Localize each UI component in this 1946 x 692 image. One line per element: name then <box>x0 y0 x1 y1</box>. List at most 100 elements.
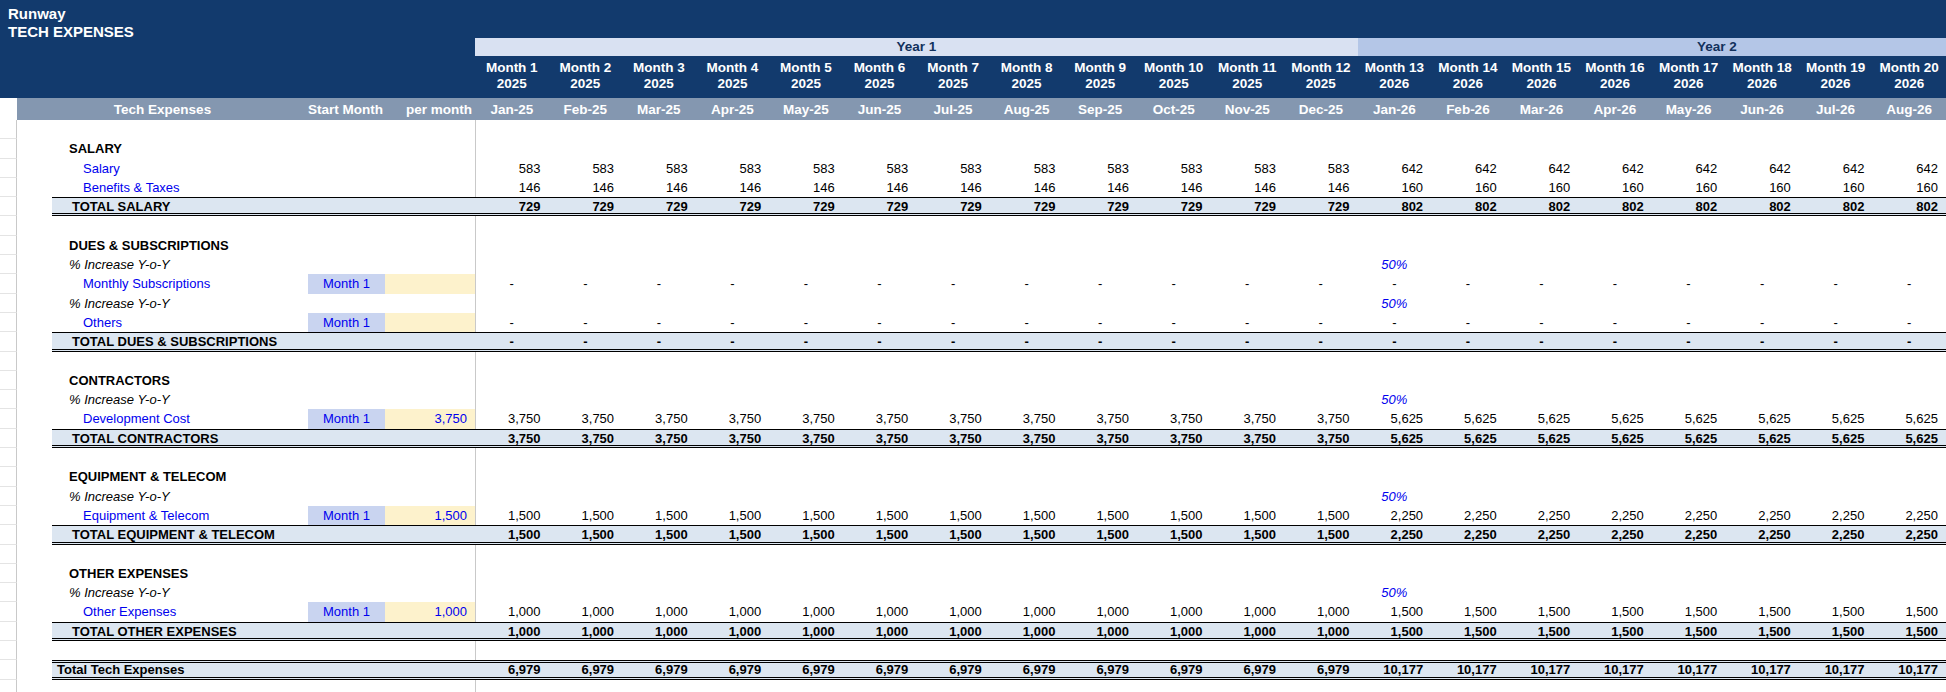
value-cell[interactable]: 3,750 <box>769 409 843 428</box>
value-cell[interactable]: 3,750 <box>475 429 549 448</box>
value-cell[interactable]: 1,000 <box>843 622 917 641</box>
start-month-input-cell[interactable]: Month 1 <box>308 274 385 293</box>
value-cell[interactable]: - <box>990 274 1064 293</box>
value-cell[interactable]: 2,250 <box>1725 506 1799 525</box>
value-cell[interactable]: - <box>916 274 990 293</box>
value-cell[interactable]: - <box>1358 332 1432 351</box>
value-cell[interactable]: - <box>843 313 917 332</box>
value-cell[interactable]: 3,750 <box>549 429 623 448</box>
value-cell[interactable]: 146 <box>990 178 1064 197</box>
row-label-cell[interactable]: Benefits & Taxes <box>17 178 308 197</box>
value-cell[interactable]: 10,177 <box>1872 660 1946 679</box>
start-month-input-cell[interactable]: Month 1 <box>308 313 385 332</box>
row-label-cell[interactable]: EQUIPMENT & TELECOM <box>17 467 308 486</box>
value-cell[interactable]: - <box>1872 332 1946 351</box>
value-cell[interactable]: 6,979 <box>475 660 549 679</box>
value-cell[interactable]: 642 <box>1358 159 1432 178</box>
value-cell[interactable]: 5,625 <box>1505 409 1579 428</box>
row-label-cell[interactable]: TOTAL EQUIPMENT & TELECOM <box>17 525 308 544</box>
value-cell[interactable]: - <box>1431 274 1505 293</box>
value-cell[interactable]: - <box>1210 274 1284 293</box>
value-cell[interactable]: 50% <box>1358 583 1432 602</box>
value-cell[interactable]: - <box>622 313 696 332</box>
value-cell[interactable]: 6,979 <box>843 660 917 679</box>
value-cell[interactable]: 160 <box>1431 178 1505 197</box>
value-cell[interactable]: 729 <box>1210 197 1284 216</box>
value-cell[interactable]: 6,979 <box>1284 660 1358 679</box>
value-cell[interactable]: 2,250 <box>1652 506 1726 525</box>
value-cell[interactable]: 729 <box>990 197 1064 216</box>
value-cell[interactable]: 50% <box>1358 255 1432 274</box>
value-cell[interactable]: - <box>1578 313 1652 332</box>
value-cell[interactable]: - <box>622 274 696 293</box>
value-cell[interactable]: 1,000 <box>475 602 549 621</box>
value-cell[interactable]: 1,000 <box>1210 622 1284 641</box>
per-month-input-cell[interactable] <box>385 274 475 293</box>
value-cell[interactable]: 5,625 <box>1799 429 1873 448</box>
row-label-cell[interactable]: Equipment & Telecom <box>17 506 308 525</box>
value-cell[interactable]: 146 <box>549 178 623 197</box>
value-cell[interactable]: - <box>1137 313 1211 332</box>
row-label-cell[interactable]: % Increase Y-o-Y <box>17 487 308 506</box>
value-cell[interactable]: - <box>1431 313 1505 332</box>
value-cell[interactable]: 1,500 <box>1284 506 1358 525</box>
value-cell[interactable]: 2,250 <box>1725 525 1799 544</box>
value-cell[interactable]: 1,500 <box>1725 602 1799 621</box>
value-cell[interactable]: 1,000 <box>622 602 696 621</box>
value-cell[interactable]: - <box>1063 274 1137 293</box>
value-cell[interactable]: 1,500 <box>1872 602 1946 621</box>
value-cell[interactable]: 10,177 <box>1578 660 1652 679</box>
value-cell[interactable]: 1,500 <box>696 506 770 525</box>
row-label-cell[interactable]: Salary <box>17 159 308 178</box>
value-cell[interactable]: 146 <box>1284 178 1358 197</box>
value-cell[interactable]: 6,979 <box>1137 660 1211 679</box>
value-cell[interactable]: 1,500 <box>1063 506 1137 525</box>
value-cell[interactable]: 5,625 <box>1431 409 1505 428</box>
value-cell[interactable]: 729 <box>622 197 696 216</box>
value-cell[interactable]: - <box>1578 332 1652 351</box>
value-cell[interactable]: 1,500 <box>1358 622 1432 641</box>
row-label-cell[interactable]: % Increase Y-o-Y <box>17 255 308 274</box>
value-cell[interactable]: 160 <box>1358 178 1432 197</box>
value-cell[interactable]: 1,500 <box>1799 622 1873 641</box>
value-cell[interactable]: 1,500 <box>475 506 549 525</box>
value-cell[interactable]: 802 <box>1799 197 1873 216</box>
value-cell[interactable]: 5,625 <box>1431 429 1505 448</box>
value-cell[interactable]: 1,000 <box>769 622 843 641</box>
start-month-input-cell[interactable]: Month 1 <box>308 506 385 525</box>
value-cell[interactable]: 1,500 <box>1578 622 1652 641</box>
value-cell[interactable]: 802 <box>1358 197 1432 216</box>
value-cell[interactable]: 3,750 <box>1137 409 1211 428</box>
value-cell[interactable]: 10,177 <box>1431 660 1505 679</box>
value-cell[interactable]: 1,500 <box>1063 525 1137 544</box>
value-cell[interactable]: 1,500 <box>990 506 1064 525</box>
value-cell[interactable]: 1,500 <box>549 506 623 525</box>
value-cell[interactable]: 1,500 <box>916 525 990 544</box>
value-cell[interactable]: 146 <box>696 178 770 197</box>
value-cell[interactable]: 1,500 <box>1431 602 1505 621</box>
value-cell[interactable]: - <box>1652 313 1726 332</box>
value-cell[interactable]: - <box>1652 332 1726 351</box>
value-cell[interactable]: 802 <box>1431 197 1505 216</box>
row-label-cell[interactable]: % Increase Y-o-Y <box>17 390 308 409</box>
value-cell[interactable]: 6,979 <box>1063 660 1137 679</box>
value-cell[interactable]: 583 <box>843 159 917 178</box>
value-cell[interactable]: 729 <box>843 197 917 216</box>
value-cell[interactable]: 146 <box>1063 178 1137 197</box>
value-cell[interactable]: - <box>549 313 623 332</box>
value-cell[interactable]: 1,500 <box>1505 622 1579 641</box>
value-cell[interactable]: - <box>990 313 1064 332</box>
value-cell[interactable]: 1,000 <box>769 602 843 621</box>
value-cell[interactable]: 5,625 <box>1578 429 1652 448</box>
value-cell[interactable]: 1,500 <box>1578 602 1652 621</box>
value-cell[interactable]: 3,750 <box>769 429 843 448</box>
value-cell[interactable]: 1,500 <box>1872 622 1946 641</box>
value-cell[interactable]: 1,000 <box>1137 602 1211 621</box>
value-cell[interactable]: 146 <box>475 178 549 197</box>
value-cell[interactable]: - <box>549 274 623 293</box>
row-label-cell[interactable]: DUES & SUBSCRIPTIONS <box>17 236 308 255</box>
value-cell[interactable]: 802 <box>1725 197 1799 216</box>
value-cell[interactable]: 1,500 <box>1210 506 1284 525</box>
per-month-input-cell[interactable] <box>385 313 475 332</box>
value-cell[interactable]: 160 <box>1799 178 1873 197</box>
